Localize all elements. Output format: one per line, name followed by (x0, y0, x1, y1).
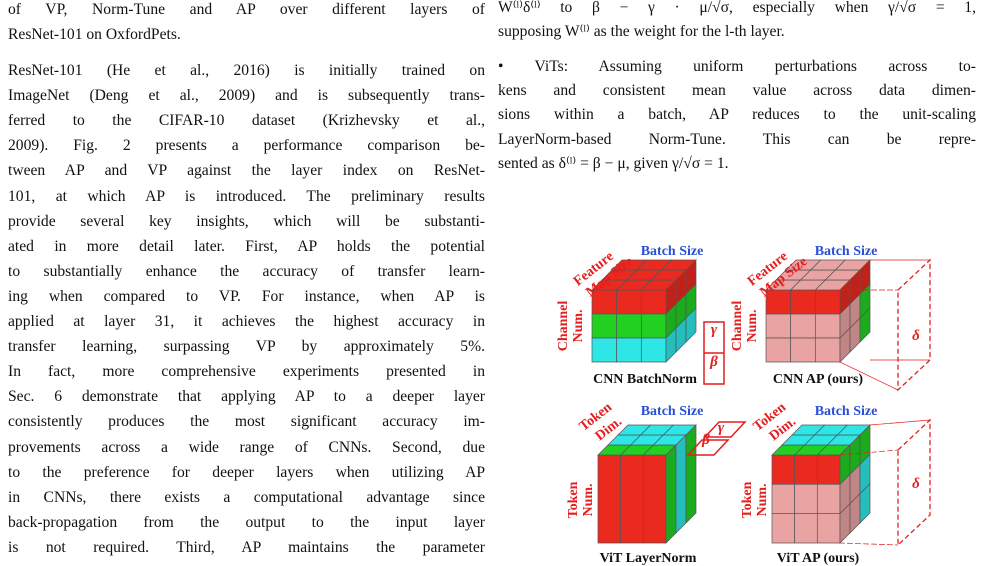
cube-front-cell (794, 483, 818, 515)
delta-box (897, 418, 931, 547)
cube-front-cell (616, 313, 642, 339)
cube-front-cell (771, 454, 796, 485)
panel-caption: ViT AP (ours) (777, 551, 860, 566)
cube-front-cell (640, 337, 667, 363)
param-box (703, 421, 747, 438)
cube-front-cell (591, 337, 618, 363)
text-line: LayerNorm-based Norm-Tune. This can be r… (498, 130, 976, 148)
side-label: Channel (556, 301, 571, 352)
cube-front-cell (640, 313, 667, 339)
text-line: is not required. Third, AP maintains the… (8, 538, 485, 556)
text-line: provements across a wide range of CNNs. … (8, 438, 485, 456)
cube-front-cell (616, 337, 642, 363)
side-label: Token (566, 481, 581, 518)
panel-caption: CNN AP (ours) (773, 372, 864, 387)
cube-side-cell (859, 307, 871, 343)
text-line: ResNet-101 (He et al., 2016) is initiall… (8, 62, 485, 79)
side-label: Token (740, 481, 755, 518)
cube-front-cell (765, 313, 792, 339)
cube-front-cell (790, 337, 816, 363)
param-box (703, 321, 725, 385)
cube-front-cell (640, 289, 667, 315)
cube-front-cell (620, 454, 644, 544)
text-line: 101, at which AP is introduced. The prel… (8, 187, 485, 205)
side-label: Num. (571, 309, 586, 342)
cube-side-cell (675, 434, 687, 534)
text-line: In fact, more comprehensive experiments … (8, 363, 485, 381)
text-line: ated in more detail later. First, AP hol… (8, 237, 485, 255)
text-line: W⁽ˡ⁾δ⁽ˡ⁾ to β − γ · μ/√σ, especially whe… (498, 0, 976, 16)
batch-label: Batch Size (815, 244, 878, 259)
param-delta: δ (912, 476, 920, 492)
cube-side-cell (685, 424, 697, 524)
text-line: transfer learning, surpassing VP by appr… (8, 338, 485, 356)
batch-label: Batch Size (815, 404, 878, 419)
cube-front-cell (816, 483, 841, 515)
param-beta: β (701, 432, 710, 448)
side-label: Num. (581, 483, 596, 516)
param-gamma: γ (718, 420, 725, 436)
cube-front-cell (771, 513, 796, 544)
cube-front-cell (814, 289, 841, 315)
text-line: sions within a batch, AP reduces to the … (498, 106, 976, 124)
text-line: ferred to the CIFAR-10 dataset (Krizhevs… (8, 112, 485, 130)
cube-front-cell (642, 454, 667, 544)
text-line: supposing W⁽ˡ⁾ as the weight for the l-t… (498, 23, 785, 40)
cube-front-cell (814, 313, 841, 339)
text-line: 2009). Fig. 2 presents a performance com… (8, 137, 485, 155)
text-line: provide several key insights, which will… (8, 212, 485, 230)
text-line: ing when compared to VP. For instance, w… (8, 287, 485, 305)
batch-label: Batch Size (641, 404, 704, 419)
text-line: • ViTs: Assuming uniform perturbations a… (498, 58, 976, 75)
text-line: kens and consistent mean value across da… (498, 82, 976, 100)
param-box (686, 439, 730, 456)
text-line: back-propagation from the output to the … (8, 513, 485, 531)
param-delta: δ (912, 328, 920, 344)
cube-front-cell (794, 513, 818, 544)
cube-front-cell (597, 454, 622, 544)
text-line: of VP, Norm-Tune and AP over different l… (8, 1, 485, 18)
cube-front-cell (794, 454, 818, 485)
cube-front-cell (790, 313, 816, 339)
side-label: Channel (730, 301, 745, 352)
cube-front-cell (814, 337, 841, 363)
side-label: Num. (745, 309, 760, 342)
delta-box (897, 258, 931, 392)
guide-line (869, 419, 931, 426)
cube-front-cell (765, 337, 792, 363)
text-line: ImageNet (Deng et al., 2009) and is subs… (8, 87, 485, 105)
cube-side-cell (859, 482, 871, 524)
text-line: ResNet-101 on OxfordPets. (8, 26, 181, 43)
panel-caption: ViT LayerNorm (600, 551, 697, 566)
cube-front-cell (816, 454, 841, 485)
cube-front-cell (771, 483, 796, 515)
text-line: in CNNs, there exists a computational ad… (8, 488, 485, 506)
cube-front-cell (591, 313, 618, 339)
param-gamma: γ (711, 322, 718, 338)
side-label: Num. (755, 483, 770, 516)
cube-side-cell (685, 307, 697, 343)
text-line: to substantially enhance the accuracy of… (8, 262, 485, 280)
panel-caption: CNN BatchNorm (593, 372, 697, 387)
text-line: to the preference for deeper layers when… (8, 463, 485, 481)
guide-line (839, 542, 899, 546)
batch-label: Batch Size (641, 244, 704, 259)
guide-line (839, 361, 899, 391)
text-line: consistently produces the most significa… (8, 413, 485, 431)
text-line: tween AP and VP against the layer index … (8, 162, 485, 180)
cube-front-cell (790, 289, 816, 315)
text-line: Sec. 6 demonstrate that applying AP to a… (8, 388, 485, 406)
param-beta: β (709, 354, 718, 370)
cube-front-cell (816, 513, 841, 544)
text-line: applied at layer 31, it achieves the hig… (8, 313, 485, 330)
cube-front-cell (616, 289, 642, 315)
guide-line (839, 449, 899, 456)
cube-side-cell (665, 444, 677, 544)
text-line: sented as δ⁽ˡ⁾ = β − μ, given γ/√σ = 1. (498, 154, 729, 172)
